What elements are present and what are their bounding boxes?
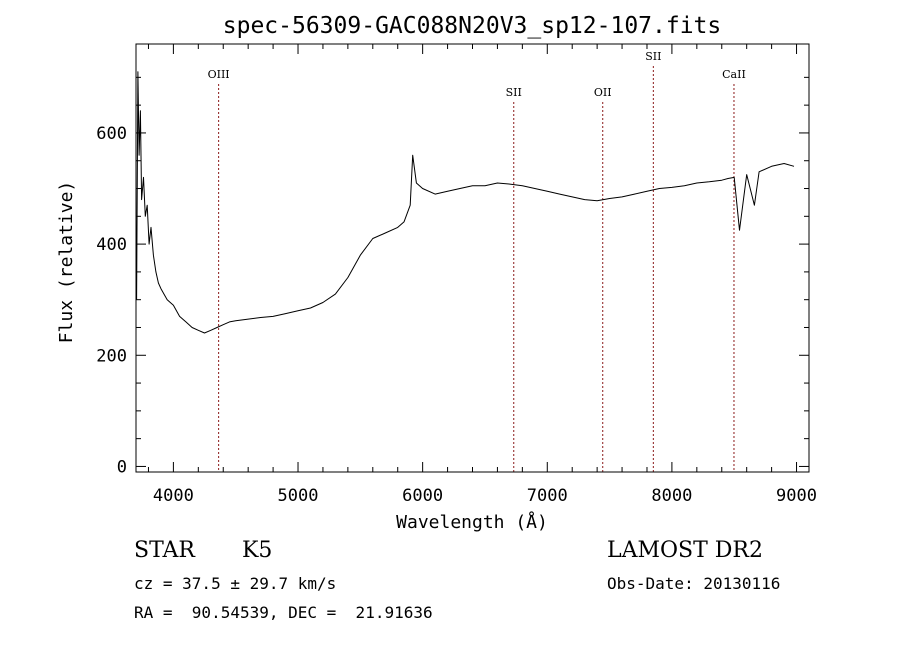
x-tick-label: 9000 [776,486,817,506]
y-tick-label: 400 [96,235,127,255]
x-tick-label: 8000 [651,486,692,506]
x-axis-ticks: 4000 5000 6000 7000 8000 9000 [147,44,817,506]
x-tick-label: 6000 [402,486,443,506]
y-tick-label: 200 [96,346,127,366]
y-tick-label: 0 [117,457,127,477]
chart-title: spec-56309-GAC088N20V3_sp12-107.fits [223,13,722,39]
survey-name: LAMOST DR2 [607,538,763,563]
observation-date: Obs-Date: 20130116 [607,574,781,593]
spectral-line-label: CaII [722,68,746,81]
y-tick-label: 600 [96,124,127,144]
spectral-line-markers: OIII SII OII SII CaII [208,50,746,472]
object-class: STAR [134,538,195,563]
coordinates: RA = 90.54539, DEC = 21.91636 [134,603,433,622]
plot-frame [135,43,810,473]
y-axis-ticks: 0 200 400 600 [96,76,809,477]
spectrum-line [136,71,795,334]
spectrum-chart: spec-56309-GAC088N20V3_sp12-107.fits OII… [56,13,817,533]
spectral-line-label: SII [506,86,522,99]
spectral-line-label: OII [594,86,612,99]
x-axis-label: Wavelength (Å) [396,511,548,533]
object-subclass: K5 [242,538,273,563]
x-tick-label: 5000 [278,486,319,506]
redshift-velocity: cz = 37.5 ± 29.7 km/s [134,574,337,593]
spectral-line-label: OIII [208,68,230,81]
x-tick-label: 4000 [153,486,194,506]
y-axis-label: Flux (relative) [56,181,77,344]
spectral-line-label: SII [645,50,661,63]
x-tick-label: 7000 [527,486,568,506]
